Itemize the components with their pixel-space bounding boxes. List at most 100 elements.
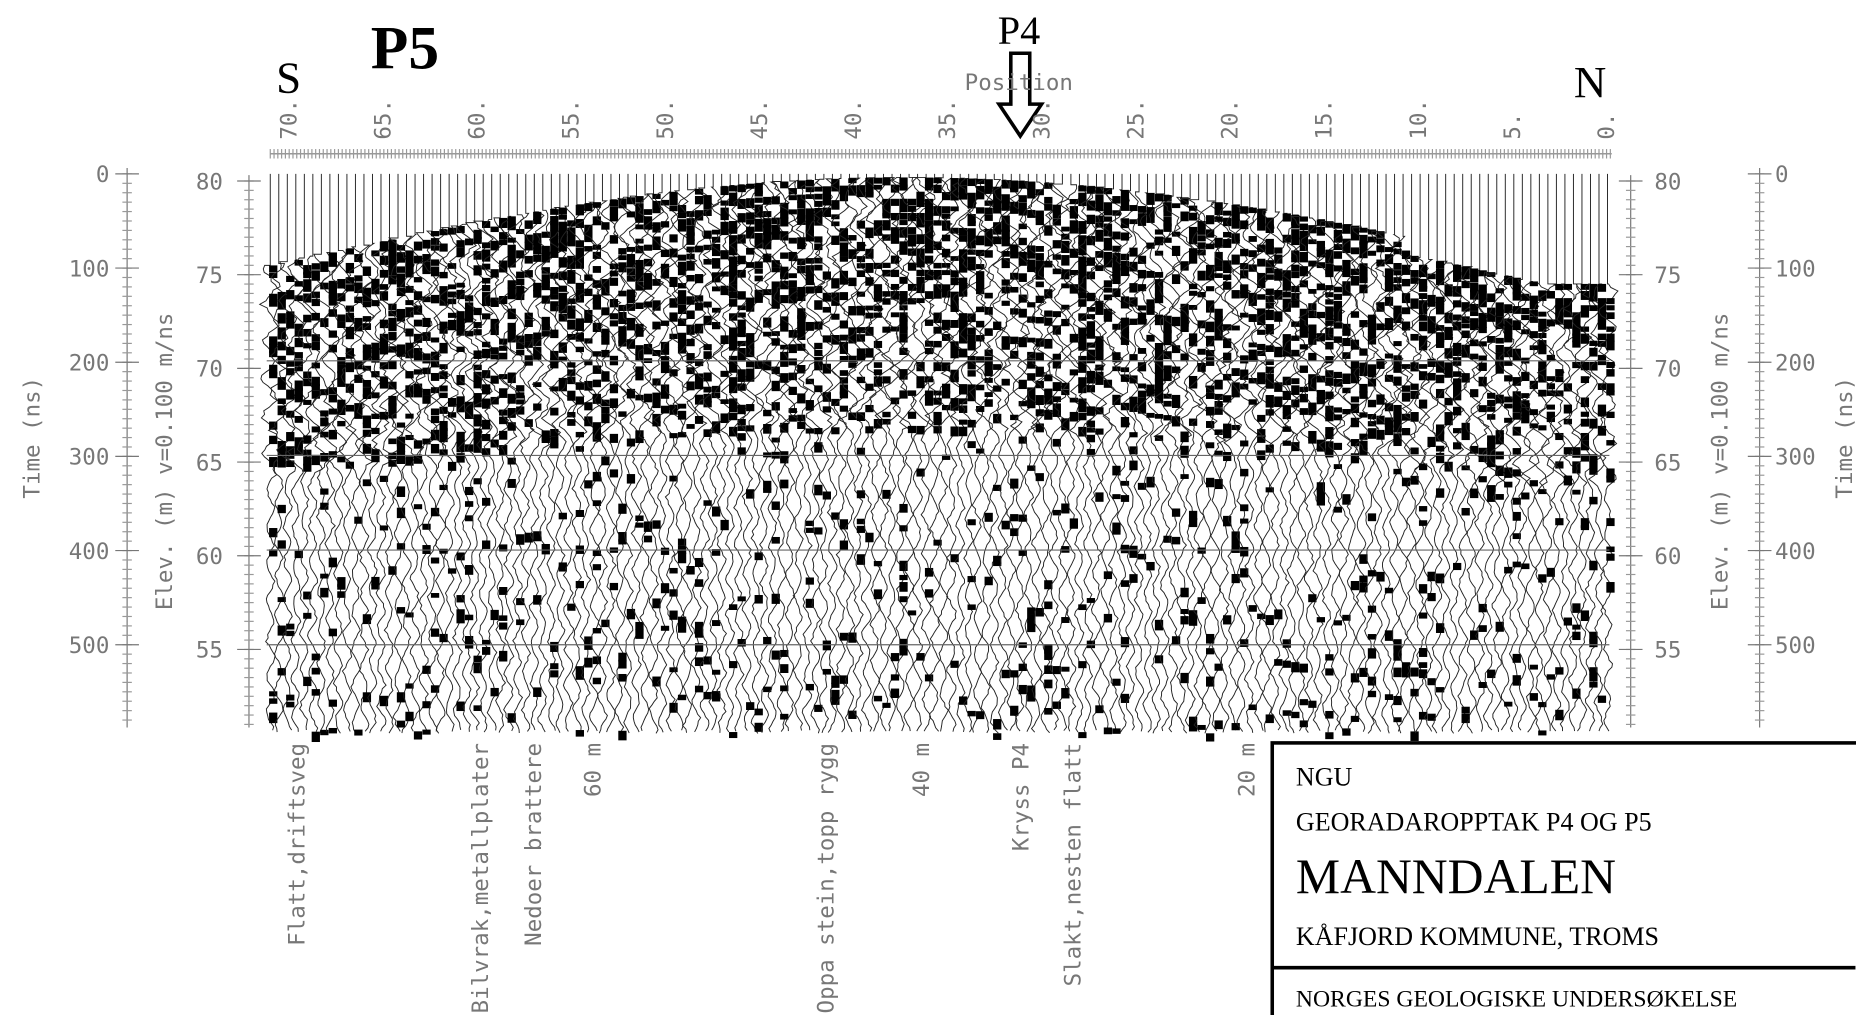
trace-lobe	[814, 236, 823, 243]
trace-lobe	[1487, 442, 1496, 451]
trace-lobe	[822, 186, 831, 195]
trace-lobe	[984, 236, 993, 247]
trace-lobe	[788, 237, 797, 244]
trace-lobe	[1265, 373, 1274, 383]
crossing-label: P4	[998, 8, 1040, 53]
trace-lobe	[1095, 371, 1104, 382]
trace-lobe	[737, 319, 746, 330]
trace-lobe	[1120, 637, 1130, 648]
trace-lobe	[1418, 364, 1428, 369]
trace-lobe	[1427, 273, 1436, 280]
trace-lobe	[575, 325, 584, 331]
trace-lobe	[1197, 320, 1206, 329]
trace-lobe	[1589, 560, 1598, 571]
trace-lobe	[516, 292, 525, 301]
trace-lobe	[1010, 528, 1019, 537]
trace-lobe	[737, 312, 746, 318]
trace-lobe	[754, 225, 763, 232]
trace-lobe	[1333, 407, 1343, 413]
trace-lobe	[490, 325, 499, 336]
trace-lobe	[575, 218, 584, 228]
trace-lobe	[388, 381, 397, 390]
trace-lobe	[575, 289, 584, 298]
trace-lobe	[405, 349, 414, 359]
trace-lobe	[967, 199, 976, 209]
trace-lobe	[814, 342, 823, 350]
trace-lobe	[1078, 405, 1087, 413]
trace-lobe	[916, 362, 925, 372]
trace-lobe	[371, 413, 380, 419]
trace-lobe	[746, 404, 755, 412]
trace-lobe	[1555, 312, 1564, 323]
trace-lobe	[711, 669, 721, 675]
trace-lobe	[1265, 380, 1274, 389]
trace-lobe	[1444, 397, 1453, 406]
trace-lobe	[601, 307, 610, 316]
trace-lobe	[499, 239, 508, 246]
trace-lobe	[711, 506, 721, 517]
trace-lobe	[516, 349, 525, 356]
trace-lobe	[984, 512, 993, 522]
trace-lobe	[533, 382, 542, 388]
trace-lobe	[405, 392, 414, 398]
trace-lobe	[379, 695, 389, 707]
trace-lobe	[967, 235, 976, 245]
trace-lobe	[371, 371, 380, 378]
trace-lobe	[413, 277, 423, 283]
trace-lobe	[1154, 392, 1164, 404]
trace-lobe	[1120, 417, 1130, 428]
trace-lobe	[294, 380, 303, 391]
trace-lobe	[1597, 340, 1607, 347]
trace	[422, 173, 443, 732]
trace-lobe	[1137, 284, 1147, 292]
trace-lobe	[405, 328, 414, 337]
trace-lobe	[737, 184, 746, 193]
trace-lobe	[1223, 260, 1232, 269]
trace-lobe	[1316, 439, 1326, 450]
trace-lobe	[899, 184, 908, 191]
trace-lobe	[1325, 710, 1334, 719]
trace	[1409, 173, 1432, 734]
trace-lobe	[1521, 400, 1530, 408]
trace-lobe	[763, 225, 772, 235]
position-tick-label: 60.	[465, 99, 491, 140]
trace-lobe	[703, 429, 712, 437]
trace-lobe	[1137, 553, 1147, 560]
trace-lobe	[1487, 414, 1496, 420]
trace-lobe	[1103, 727, 1113, 735]
trace-lobe	[379, 525, 389, 531]
trace-lobe	[831, 200, 840, 210]
trace-lobe	[516, 534, 525, 545]
trace-lobe	[984, 214, 993, 221]
trace-lobe	[379, 284, 389, 290]
trace-lobe	[890, 312, 900, 318]
trace-lobe	[754, 296, 763, 303]
trace-lobe	[669, 205, 678, 212]
trace-lobe	[1188, 255, 1198, 264]
trace-lobe	[737, 213, 746, 223]
trace-lobe	[1606, 468, 1615, 479]
trace-lobe	[1257, 308, 1266, 317]
trace-lobe	[516, 619, 525, 626]
trace-lobe	[941, 291, 951, 298]
trace-lobe	[856, 263, 866, 269]
trace-lobe	[754, 552, 763, 561]
trace-lobe	[1086, 427, 1096, 433]
trace-lobe	[1001, 669, 1010, 679]
trace-lobe	[967, 519, 976, 526]
trace-lobe	[1495, 302, 1504, 313]
trace-lobe	[839, 391, 849, 399]
trace-lobe	[1453, 428, 1462, 434]
trace-lobe	[379, 269, 389, 278]
trace-lobe	[694, 557, 704, 568]
trace-lobe	[1589, 340, 1598, 346]
trace-lobe	[814, 257, 823, 264]
trace-lobe	[1257, 372, 1266, 382]
trace-lobe	[1018, 202, 1027, 213]
trace-lobe	[1018, 436, 1027, 444]
trace-lobe	[694, 210, 704, 221]
trace-lobe	[1512, 412, 1521, 420]
trace-lobe	[1069, 220, 1079, 231]
trace-lobe	[1146, 306, 1155, 315]
trace-lobe	[805, 179, 814, 187]
